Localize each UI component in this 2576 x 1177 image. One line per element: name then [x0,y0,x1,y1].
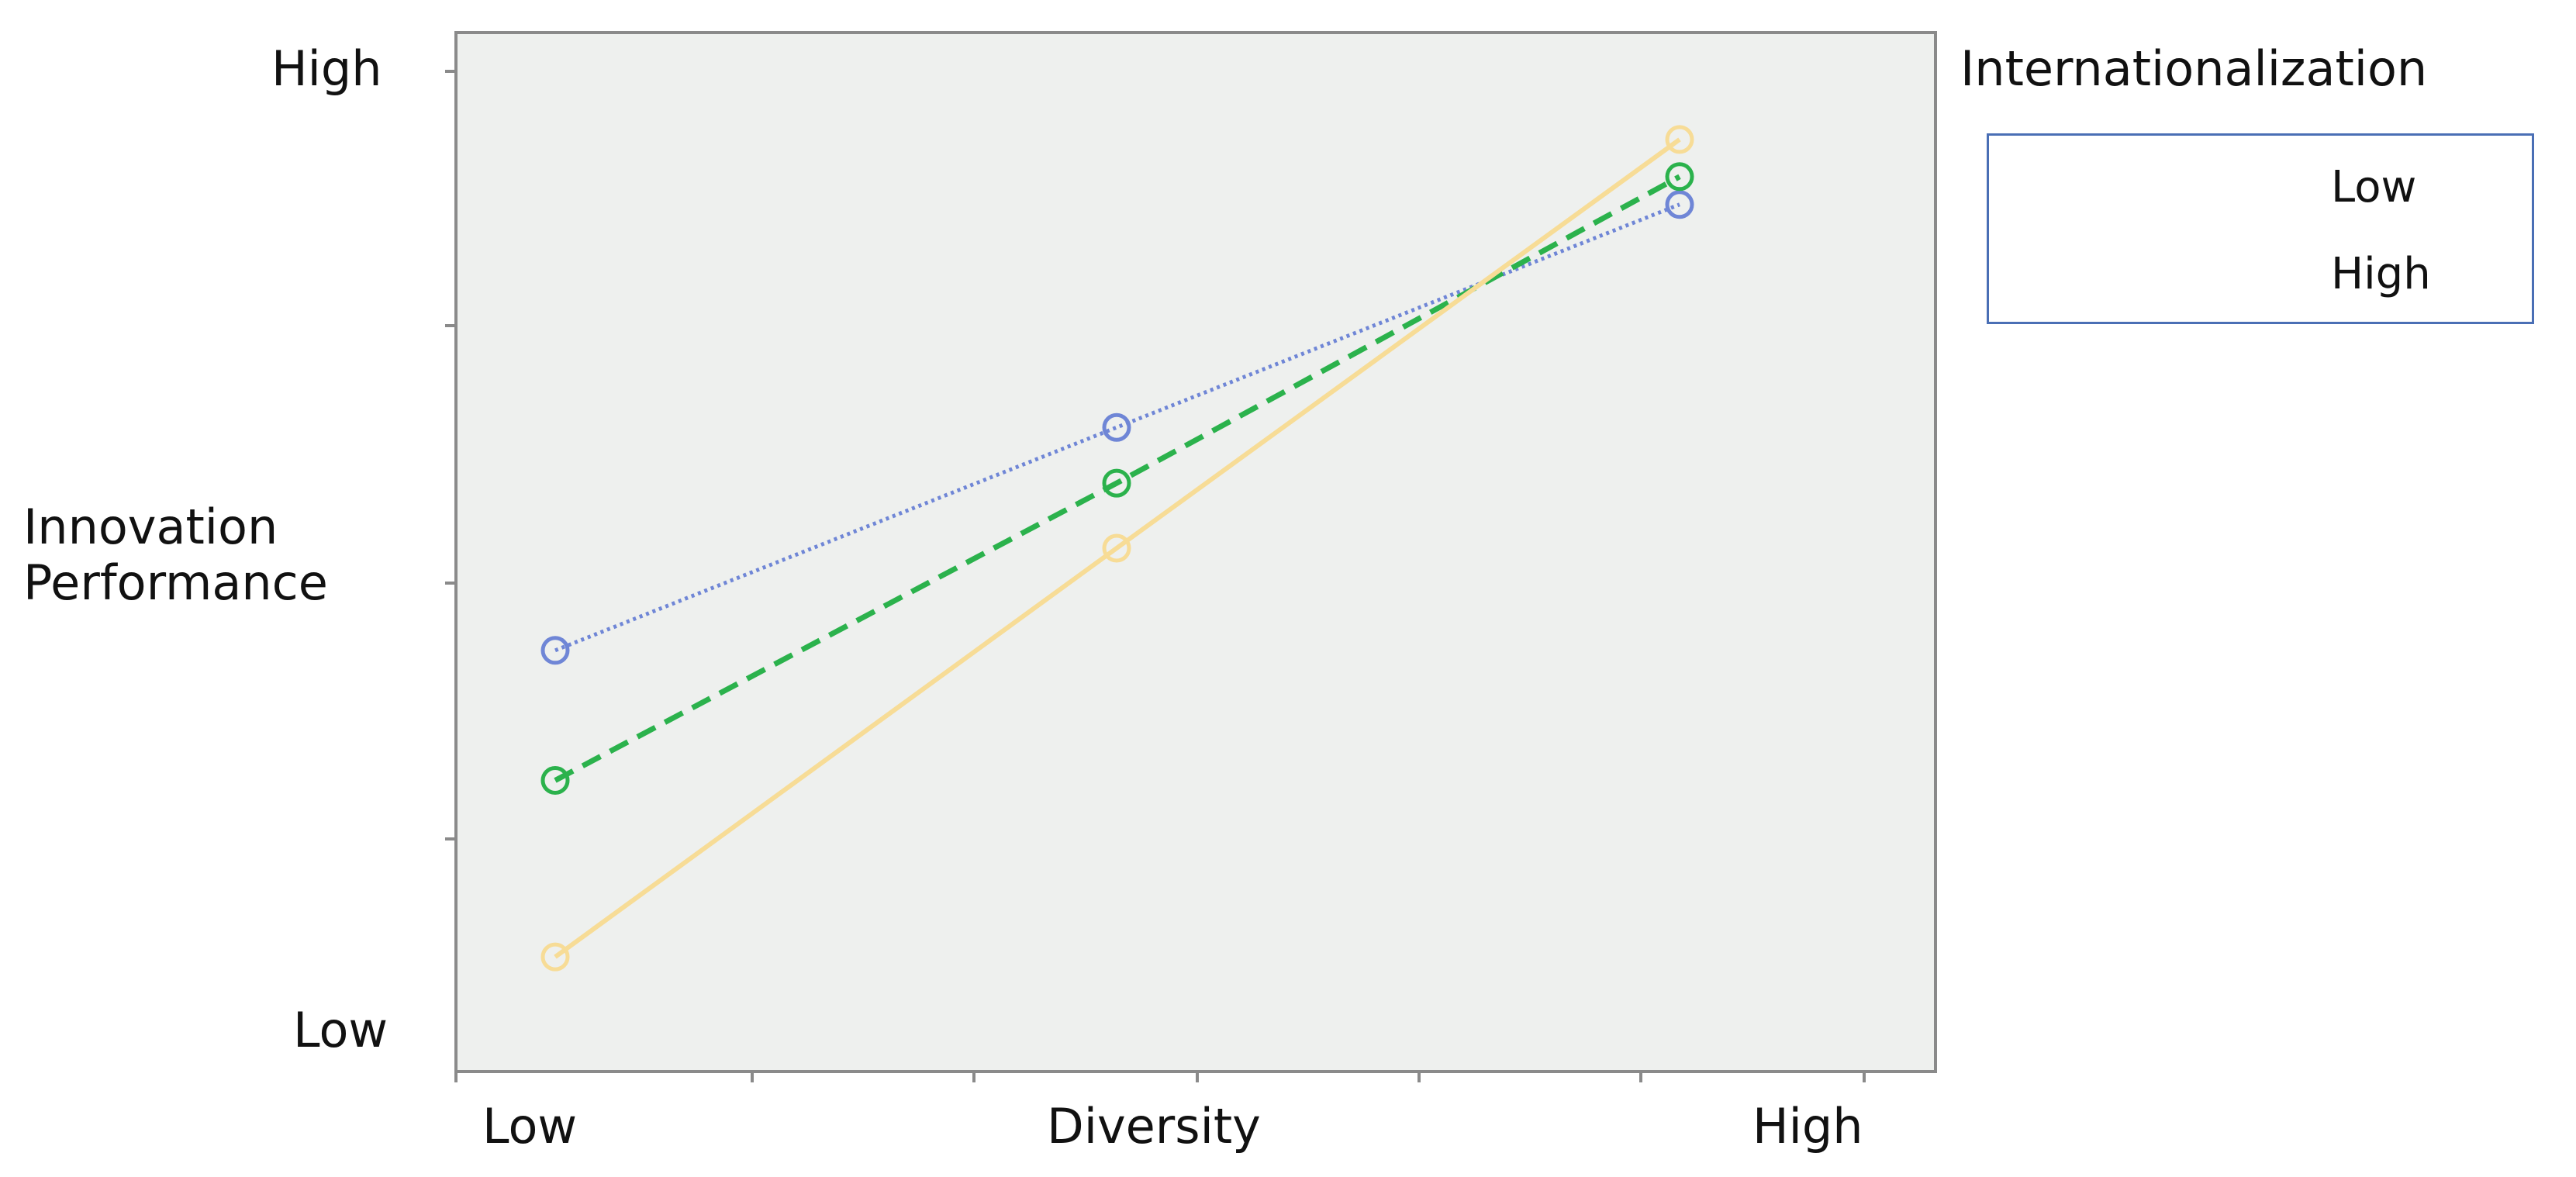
y-tick-low: Low [293,1002,388,1058]
legend-entry-high: High [2331,249,2431,299]
legend-entry-low: Low [2331,162,2417,212]
series-0-point-1 [1102,412,1131,442]
y-axis-ticks [445,70,456,840]
x-axis-ticks [454,1072,1866,1082]
plot-area [454,31,1937,1073]
series-0-point-0 [540,636,570,665]
series-line-1 [554,174,1681,783]
legend-title: Internationalization [1960,40,2428,97]
x-tick-high: High [1752,1098,1863,1155]
x-tick-low: Low [482,1098,578,1155]
legend-box [1987,133,2534,324]
y-tick-high: High [271,40,382,97]
series-2-point-2 [1665,125,1694,154]
y-axis-label: Innovation Performance [23,499,328,611]
series-line-2 [554,137,1681,959]
series-1-point-1 [1102,468,1131,498]
series-2-point-0 [540,942,570,972]
series-2-point-1 [1102,533,1131,563]
x-axis-label: Diversity [1047,1098,1261,1155]
series-1-point-0 [540,766,570,795]
series-layer [540,125,1694,972]
series-0-point-2 [1665,190,1694,219]
series-1-point-2 [1665,162,1694,192]
